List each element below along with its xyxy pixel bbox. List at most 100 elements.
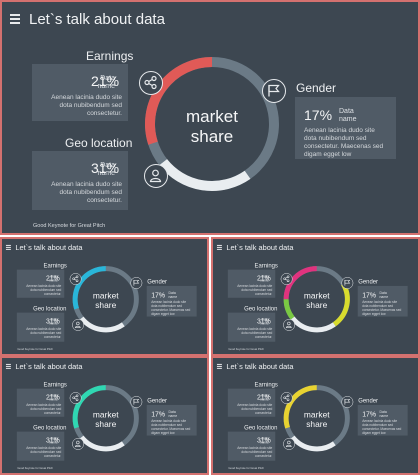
- gender-label-line1: Data: [168, 410, 176, 414]
- earnings-desc-line1: Aenean lacinia dudo site: [26, 403, 62, 407]
- earnings-label: Data name: [230, 275, 269, 283]
- earnings-percent: 21%: [45, 393, 60, 401]
- gender-title: Gender: [358, 278, 379, 285]
- share-icon[interactable]: [280, 273, 293, 285]
- earnings-label-line1: Data: [50, 275, 58, 279]
- gender-percent: 17%: [304, 107, 333, 123]
- earnings-title: Earnings: [254, 262, 278, 270]
- earnings-label: Data name: [36, 75, 115, 91]
- geo-description: Aenean lacinia dudo site dota nubibendum…: [228, 327, 272, 339]
- gender-desc-line3: consectetur. Maecenas sed: [151, 308, 191, 313]
- gender-title: Gender: [147, 278, 168, 285]
- geo-card: Data name 31% Aenean lacinia dudo site d…: [227, 431, 276, 461]
- gender-label: Data name: [168, 291, 177, 299]
- gender-desc-line2: dota nubibendum sed: [362, 423, 394, 428]
- menu-icon[interactable]: [5, 244, 11, 250]
- footer-note: Good Keynote for Great Pitch: [33, 223, 106, 229]
- geo-label-line1: Data: [261, 318, 269, 322]
- geo-label-line1: Data: [50, 318, 58, 322]
- share-icon[interactable]: [139, 71, 163, 95]
- footer-note: Good Keynote for Great Pitch: [17, 467, 53, 471]
- thumbnail-slide-teal[interactable]: Let`s talk about data Earnings Data name…: [0, 356, 209, 475]
- gender-label-line2: name: [379, 414, 389, 418]
- earnings-percent: 21%: [256, 393, 271, 401]
- geo-description: Aenean lacinia dudo site dota nubibendum…: [228, 446, 272, 458]
- geo-description: Aenean lacinia dudo site dota nubibendum…: [17, 446, 61, 458]
- earnings-desc-line3: consectetur.: [254, 411, 273, 415]
- share-icon[interactable]: [69, 273, 82, 285]
- geo-label: Data name: [230, 318, 269, 326]
- gender-desc-line1: Aenean lacinia dudo site: [151, 419, 187, 424]
- flag-icon[interactable]: [130, 396, 143, 408]
- geo-desc-line1: Aenean lacinia dudo site: [51, 181, 122, 188]
- menu-icon[interactable]: [216, 363, 222, 369]
- earnings-label-line2: name: [260, 279, 269, 283]
- share-icon[interactable]: [69, 392, 82, 404]
- geo-title: Geo location: [33, 424, 67, 432]
- center-line1: market: [92, 409, 119, 420]
- user-icon[interactable]: [72, 319, 85, 331]
- gender-label-line2: name: [168, 414, 178, 418]
- earnings-description: Aenean lacinia dudo site dota nubibendum…: [32, 94, 122, 118]
- center-line2: share: [95, 419, 117, 430]
- earnings-percent: 21%: [91, 73, 120, 89]
- thumbnail-slide-blue[interactable]: Let`s talk about data Earnings Data name…: [0, 237, 209, 356]
- gender-desc-line1: Aenean lacinia dudo site: [362, 419, 398, 424]
- user-icon[interactable]: [72, 438, 85, 450]
- earnings-desc-line3: consectetur.: [86, 110, 122, 117]
- earnings-desc-line1: Aenean lacinia dudo site: [51, 94, 122, 101]
- gender-card: 17% Data name Aenean lacinia dudo site d…: [295, 97, 396, 159]
- slide-content: Let`s talk about data Earnings Data name…: [213, 358, 418, 472]
- share-icon[interactable]: [280, 392, 293, 404]
- geo-desc-line2: dota nubibendum sed: [30, 331, 62, 335]
- earnings-desc-line1: Aenean lacinia dudo site: [26, 284, 62, 288]
- gender-desc-line1: Aenean lacinia dudo site: [362, 300, 398, 305]
- geo-label-line1: Data: [50, 437, 58, 441]
- center-line1: market: [303, 290, 330, 301]
- main-slide[interactable]: Let`s talk about data Earnings Data name…: [0, 0, 420, 235]
- center-line2: share: [306, 300, 328, 311]
- geo-card: Data name 31% Aenean lacinia dudo site d…: [32, 151, 128, 210]
- earnings-desc-line2: dota nubibendum sed: [241, 407, 273, 411]
- flag-icon[interactable]: [262, 79, 286, 103]
- geo-label-line2: name: [260, 440, 269, 445]
- geo-label-line1: Data: [261, 437, 269, 441]
- user-icon[interactable]: [144, 164, 168, 188]
- geo-description: Aenean lacinia dudo site dota nubibendum…: [32, 181, 122, 205]
- center-line1: market: [186, 107, 238, 126]
- gender-label-line2: name: [339, 116, 357, 123]
- geo-desc-line3: consectetur.: [254, 335, 273, 339]
- earnings-label-line1: Data: [100, 75, 115, 82]
- thumbnail-slide-multicolor[interactable]: Let`s talk about data Earnings Data name…: [211, 237, 420, 356]
- earnings-card: Data name 21% Aenean lacinia dudo site d…: [16, 388, 65, 417]
- geo-percent: 31%: [256, 436, 271, 444]
- menu-icon[interactable]: [10, 14, 20, 24]
- menu-icon[interactable]: [216, 244, 222, 250]
- ring-light-segment: [159, 158, 251, 191]
- menu-icon[interactable]: [5, 363, 11, 369]
- slide-title: Let`s talk about data: [15, 362, 83, 371]
- flag-icon[interactable]: [341, 277, 354, 289]
- geo-label: Data name: [36, 162, 115, 178]
- geo-card: Data name 31% Aenean lacinia dudo site d…: [227, 312, 276, 342]
- user-icon[interactable]: [283, 319, 296, 331]
- ring-accent-segment: [283, 266, 317, 300]
- flag-icon[interactable]: [341, 396, 354, 408]
- flag-icon[interactable]: [130, 277, 143, 289]
- geo-desc-line3: consectetur.: [43, 454, 62, 458]
- geo-label: Data name: [230, 437, 269, 445]
- geo-title: Geo location: [33, 305, 67, 313]
- geo-title: Geo location: [244, 424, 278, 432]
- gender-label-line2: name: [379, 295, 389, 299]
- geo-desc-line2: dota nubibendum sed: [241, 450, 273, 454]
- thumbnail-slide-yellow[interactable]: Let`s talk about data Earnings Data name…: [211, 356, 420, 475]
- center-line1: market: [303, 409, 330, 420]
- geo-desc-line3: consectetur.: [43, 335, 62, 339]
- ring-light-segment: [79, 435, 125, 452]
- geo-desc-line3: consectetur.: [86, 197, 122, 204]
- earnings-description: Aenean lacinia dudo site dota nubibendum…: [228, 403, 272, 415]
- user-icon[interactable]: [283, 438, 296, 450]
- earnings-desc-line2: dota nubibendum sed: [30, 407, 62, 411]
- earnings-card: Data name 21% Aenean lacinia dudo site d…: [16, 269, 65, 298]
- gender-desc-line4: digam egget low: [362, 312, 386, 317]
